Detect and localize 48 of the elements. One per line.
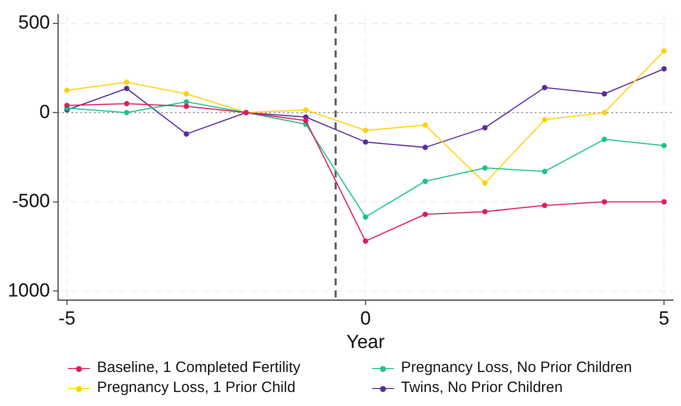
point xyxy=(362,238,368,244)
y-tick-label: -500 xyxy=(12,191,50,212)
legend-label: Twins, No Prior Children xyxy=(401,379,563,396)
point xyxy=(422,178,428,184)
point xyxy=(184,131,190,137)
point xyxy=(542,117,548,122)
point xyxy=(602,110,608,116)
x-tick-label: 5 xyxy=(658,308,670,330)
point xyxy=(482,125,488,130)
point xyxy=(303,107,308,113)
point xyxy=(602,136,608,142)
point xyxy=(124,80,130,85)
point xyxy=(661,142,667,148)
point xyxy=(64,88,70,93)
point xyxy=(362,128,368,134)
legend-label: Baseline, 1 Completed Fertility xyxy=(97,359,300,376)
point xyxy=(482,165,488,171)
point xyxy=(602,199,608,205)
point xyxy=(422,212,428,218)
point xyxy=(422,144,428,150)
x-tick-label: 0 xyxy=(360,308,371,330)
point xyxy=(542,84,548,90)
point xyxy=(124,86,130,92)
x-tick-label: -5 xyxy=(58,308,76,330)
x-axis-title: Year xyxy=(346,332,386,353)
point xyxy=(184,99,190,105)
point xyxy=(184,104,190,110)
point xyxy=(602,91,608,97)
point xyxy=(303,118,308,124)
y-tick-label: 1000 xyxy=(8,280,50,302)
point xyxy=(542,168,548,174)
point xyxy=(64,102,70,108)
point xyxy=(422,122,428,128)
point xyxy=(124,110,130,116)
point xyxy=(362,139,368,145)
point xyxy=(661,48,667,54)
point xyxy=(124,100,130,106)
y-tick-label: 0 xyxy=(39,102,50,123)
point xyxy=(184,91,190,97)
y-tick-label: 500 xyxy=(18,12,50,34)
legend-label: Pregnancy Loss, 1 Prior Child xyxy=(97,379,296,396)
point xyxy=(482,208,488,214)
legend-label: Pregnancy Loss, No Prior Children xyxy=(401,359,632,376)
point xyxy=(362,214,368,220)
point xyxy=(482,180,488,186)
point xyxy=(542,202,548,208)
point xyxy=(661,66,667,72)
point xyxy=(661,199,667,205)
